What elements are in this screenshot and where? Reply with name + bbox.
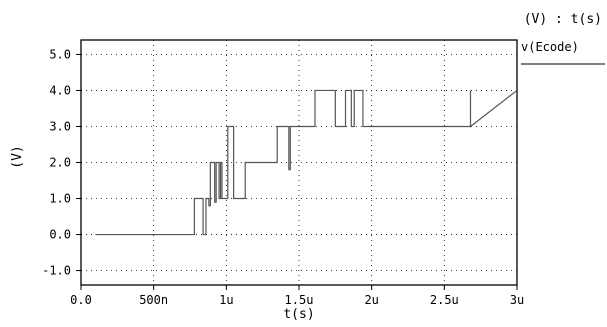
x-tick-label: 0.0 xyxy=(70,293,92,307)
header-label: (V) : t(s) xyxy=(524,12,602,27)
y-tick-label: 2.0 xyxy=(49,156,71,170)
x-tick-label: 1.5u xyxy=(285,293,314,307)
x-tick-label: 1u xyxy=(219,293,233,307)
x-tick-label: 500n xyxy=(139,293,168,307)
x-tick-label: 3u xyxy=(510,293,524,307)
series-line-v-ecode xyxy=(95,89,518,236)
y-tick-label: 0.0 xyxy=(49,228,71,242)
y-tick-label: -1.0 xyxy=(42,264,71,278)
y-tick-label: 3.0 xyxy=(49,119,71,133)
y-tick-label: 5.0 xyxy=(49,47,71,61)
x-axis-label: t(s) xyxy=(283,307,314,322)
legend-entry-label: v(Ecode) xyxy=(521,40,579,54)
axis-ticks xyxy=(76,53,518,290)
grid xyxy=(81,40,517,285)
y-tick-label: 4.0 xyxy=(49,83,71,97)
y-axis-label: (V) xyxy=(10,145,25,168)
x-tick-label: 2.5u xyxy=(430,293,459,307)
y-tick-label: 1.0 xyxy=(49,192,71,206)
tick-labels: 0.0 500n 1u 1.5u 2u 2.5u 3u 5.0 4.0 3.0 2.0 1.0 0.0 -… xyxy=(42,47,524,307)
series-layer xyxy=(95,89,518,236)
x-tick-label: 2u xyxy=(364,293,378,307)
